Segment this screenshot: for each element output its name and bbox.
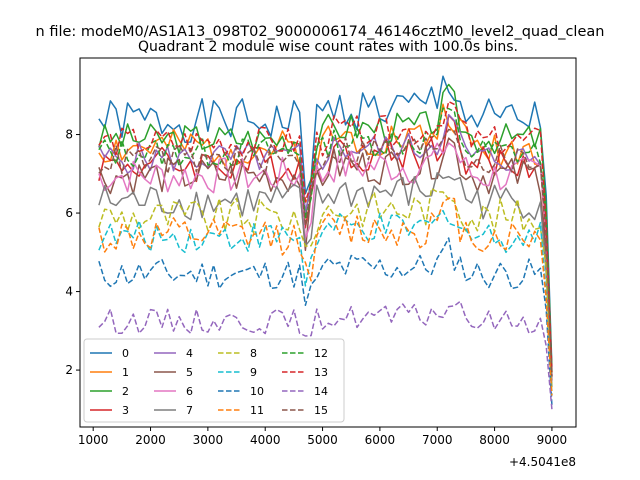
- plot-frame: [79, 57, 577, 428]
- series-line-10: [98, 237, 553, 405]
- x-tick-label: 9000: [537, 433, 568, 447]
- x-offset-label: +4.5041e8: [509, 455, 576, 469]
- suptitle: n file: modeM0/AS1A13_098T02_9000006174_…: [36, 24, 605, 40]
- x-tick-label: 8000: [479, 433, 510, 447]
- legend-label-8: 8: [250, 347, 257, 360]
- series-line-2: [98, 83, 553, 372]
- legend-label-9: 9: [250, 366, 257, 379]
- series-line-11: [98, 197, 553, 396]
- chart-title: Quadrant 2 module wise count rates with …: [138, 39, 518, 55]
- x-tick-label: 7000: [422, 433, 453, 447]
- legend-label-5: 5: [186, 366, 193, 379]
- series-line-15: [98, 128, 553, 377]
- x-tick-label: 3000: [193, 433, 224, 447]
- series-line-6: [98, 142, 553, 381]
- legend-label-7: 7: [186, 404, 193, 417]
- y-tick-label: 8: [65, 128, 73, 142]
- series-line-5: [98, 137, 553, 381]
- legend-label-2: 2: [122, 385, 129, 398]
- y-axis: 2 4 6 8: [65, 128, 80, 377]
- series-line-14: [98, 300, 553, 410]
- series-line-0: [98, 75, 553, 367]
- legend-label-10: 10: [250, 385, 264, 398]
- legend-label-1: 1: [122, 366, 129, 379]
- series-line-13: [98, 100, 553, 373]
- legend-frame: [83, 338, 345, 423]
- x-tick-label: 4000: [250, 433, 281, 447]
- y-tick-label: 2: [65, 363, 73, 377]
- legend-label-12: 12: [314, 347, 328, 360]
- x-tick-label: 2000: [135, 433, 166, 447]
- legend-label-4: 4: [186, 347, 193, 360]
- legend-label-11: 11: [250, 404, 264, 417]
- legend-label-13: 13: [314, 366, 328, 379]
- legend-label-6: 6: [186, 385, 193, 398]
- series-line-7: [98, 172, 553, 387]
- y-tick-label: 6: [65, 206, 73, 220]
- series-line-8: [98, 187, 553, 391]
- series-layer: [98, 75, 553, 410]
- x-tick-label: 5000: [307, 433, 338, 447]
- x-tick-label: 6000: [365, 433, 396, 447]
- series-line-9: [98, 209, 553, 396]
- x-axis: 1000 2000 3000 4000 5000 6000 7000 8000 9000: [78, 427, 567, 447]
- legend-label-3: 3: [122, 404, 129, 417]
- legend-label-14: 14: [314, 385, 328, 398]
- legend-label-0: 0: [122, 347, 129, 360]
- y-tick-label: 4: [65, 285, 73, 299]
- series-line-3: [98, 114, 553, 378]
- legend-label-15: 15: [314, 404, 328, 417]
- series-line-1: [98, 103, 553, 374]
- x-tick-label: 1000: [78, 433, 109, 447]
